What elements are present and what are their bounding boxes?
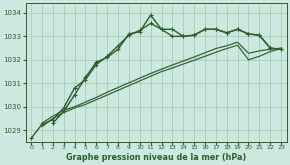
- X-axis label: Graphe pression niveau de la mer (hPa): Graphe pression niveau de la mer (hPa): [66, 152, 246, 162]
